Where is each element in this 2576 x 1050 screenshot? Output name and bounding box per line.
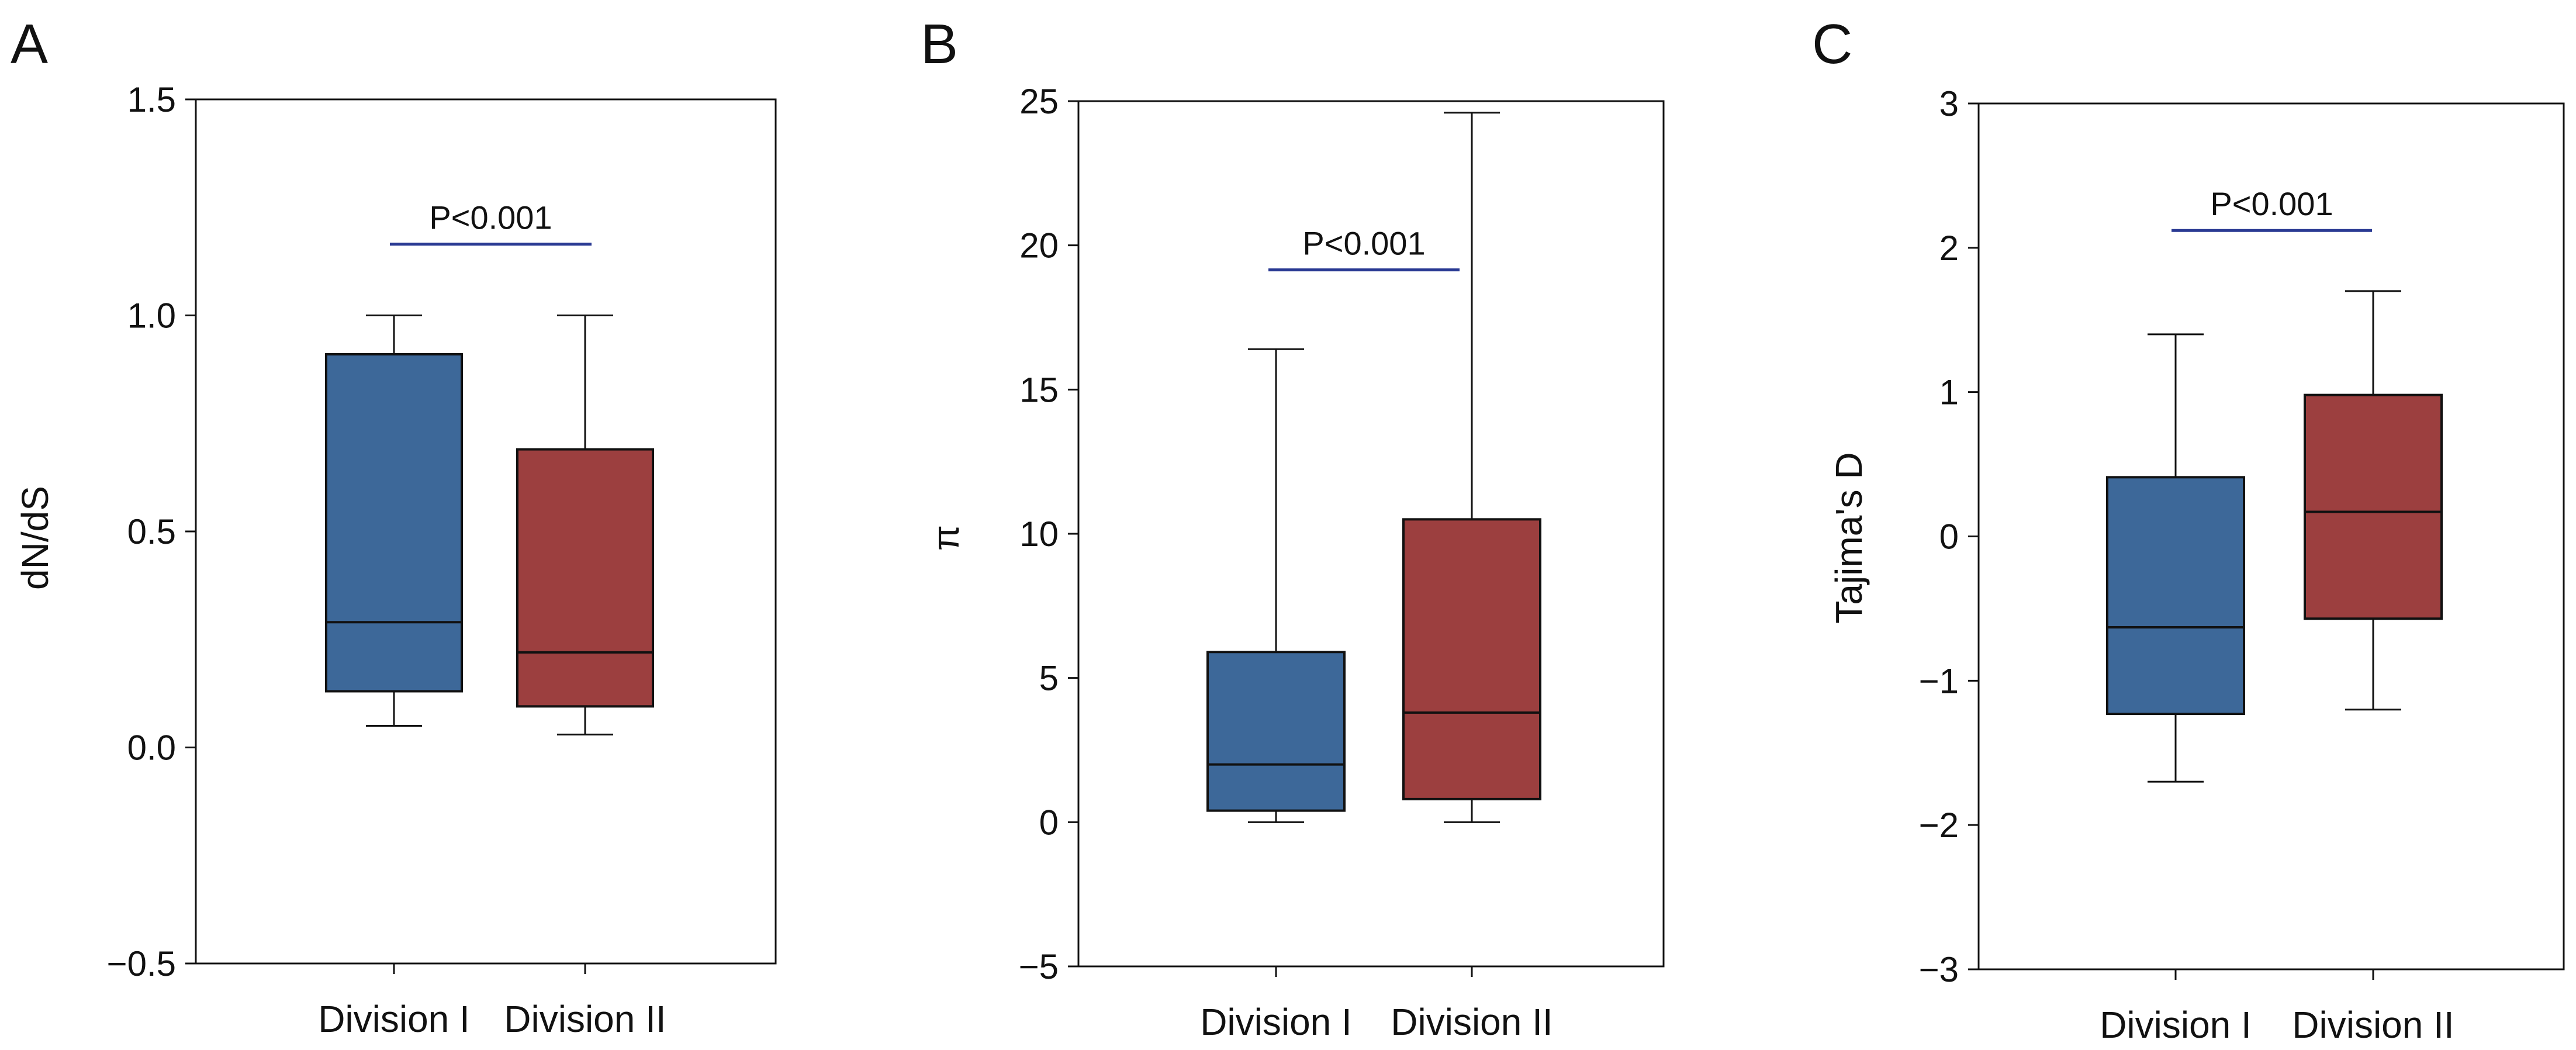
panel-a-iqr-box-division-i bbox=[325, 353, 463, 693]
panel-b-y-tick-label: 25 bbox=[1019, 82, 1059, 121]
panel-a-box-division-ii bbox=[516, 315, 654, 735]
panel-c-y-axis-label: Tajima's D bbox=[1828, 452, 1870, 623]
panel-c-y-tick-label: −3 bbox=[1919, 950, 1959, 989]
panel-c-letter: C bbox=[1812, 13, 1852, 75]
panel-b-y-tick-label: 5 bbox=[1039, 659, 1059, 698]
panel-c-box-division-i bbox=[2106, 333, 2245, 783]
panel-c-y-tick-label: −2 bbox=[1919, 806, 1959, 845]
panel-a: A dN/dS Division I Division II −0.5 0.0 0.… bbox=[11, 13, 777, 1040]
panel-c-category-label-division-ii: Division II bbox=[2292, 1004, 2454, 1046]
panel-b-significance-label: P<0.001 bbox=[1302, 225, 1425, 262]
panel-c-significance-label: P<0.001 bbox=[2210, 185, 2333, 222]
panel-b-category-label-division-ii: Division II bbox=[1391, 1001, 1552, 1043]
panel-b-y-tick-label: 10 bbox=[1019, 514, 1059, 554]
panel-b-iqr-box-division-ii bbox=[1402, 518, 1541, 800]
panel-b: B π Division I Division II −5 0 5 10 15 20 25 P… bbox=[921, 13, 1665, 1043]
panel-a-category-label-division-ii: Division II bbox=[504, 998, 666, 1040]
panel-c-category-label-division-i: Division I bbox=[2100, 1004, 2252, 1046]
panel-b-box-division-i bbox=[1206, 348, 1346, 823]
panel-c-plot-frame bbox=[1977, 102, 2565, 970]
panel-b-y-tick-label: 0 bbox=[1039, 803, 1059, 842]
panel-a-category-label-division-i: Division I bbox=[318, 998, 470, 1040]
panel-c-box-division-ii bbox=[2304, 290, 2443, 711]
panel-b-y-tick-label: 20 bbox=[1019, 226, 1059, 265]
panel-c-y-tick-label: 0 bbox=[1939, 517, 1959, 557]
panel-a-box-division-i bbox=[325, 315, 463, 727]
panel-c-y-tick-label: 3 bbox=[1939, 84, 1959, 123]
panel-b-box-division-ii bbox=[1402, 112, 1541, 823]
panel-a-y-tick-label: 0.0 bbox=[127, 728, 176, 768]
panel-a-y-tick-label: 1.5 bbox=[127, 80, 176, 119]
panel-b-iqr-box-division-i bbox=[1206, 651, 1346, 812]
panel-a-letter: A bbox=[11, 13, 48, 75]
panel-c-iqr-box-division-i bbox=[2106, 476, 2245, 716]
panel-a-y-tick-label: 0.5 bbox=[127, 512, 176, 551]
panel-b-y-tick-label: −5 bbox=[1019, 947, 1059, 986]
panel-b-category-label-division-i: Division I bbox=[1200, 1001, 1352, 1043]
panel-b-y-tick-label: 15 bbox=[1019, 370, 1059, 409]
panel-a-y-tick-label: 1.0 bbox=[127, 296, 176, 336]
panel-c-iqr-box-division-ii bbox=[2304, 393, 2443, 620]
panel-a-y-tick-label: −0.5 bbox=[107, 944, 176, 983]
panel-a-significance-label: P<0.001 bbox=[429, 199, 552, 236]
panel-b-letter: B bbox=[921, 13, 958, 75]
panel-c-y-tick-label: 2 bbox=[1939, 229, 1959, 268]
panel-c-y-tick-label: 1 bbox=[1939, 373, 1959, 412]
panel-b-y-axis-label: π bbox=[925, 525, 967, 551]
panel-a-y-axis-label: dN/dS bbox=[14, 486, 56, 590]
panel-c-y-tick-label: −1 bbox=[1919, 661, 1959, 700]
panel-a-iqr-box-division-ii bbox=[516, 448, 654, 708]
panel-c: C Tajima's D Division I Division II −3 −2… bbox=[1812, 13, 2565, 1046]
